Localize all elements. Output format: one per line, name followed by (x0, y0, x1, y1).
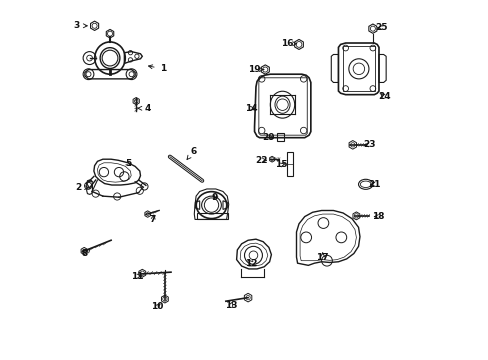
Text: 22: 22 (255, 156, 267, 165)
Text: 8: 8 (81, 248, 91, 258)
Text: 19: 19 (248, 65, 263, 74)
Text: 10: 10 (151, 302, 163, 311)
Text: 24: 24 (377, 92, 390, 101)
Bar (276, 134, 284, 140)
Bar (197, 213, 227, 220)
Text: 13: 13 (224, 301, 237, 310)
Text: 12: 12 (245, 259, 257, 268)
Text: 16: 16 (280, 39, 296, 48)
Text: 9: 9 (211, 193, 218, 202)
Text: 21: 21 (367, 180, 380, 189)
Text: 5: 5 (124, 159, 131, 168)
Text: 11: 11 (130, 271, 143, 280)
Text: 15: 15 (274, 161, 287, 170)
Bar (343, 46, 374, 91)
Text: 6: 6 (186, 147, 196, 159)
Text: 25: 25 (374, 23, 387, 32)
Text: 1: 1 (148, 64, 165, 73)
Text: 4: 4 (138, 104, 151, 113)
Text: 20: 20 (262, 133, 275, 142)
Text: 23: 23 (362, 140, 375, 149)
Text: 17: 17 (316, 253, 328, 262)
Text: 2: 2 (76, 183, 88, 192)
Text: 3: 3 (73, 21, 87, 30)
Text: 14: 14 (244, 104, 257, 113)
Text: 18: 18 (371, 212, 384, 221)
Text: 7: 7 (149, 215, 156, 224)
Bar (286, 152, 292, 176)
